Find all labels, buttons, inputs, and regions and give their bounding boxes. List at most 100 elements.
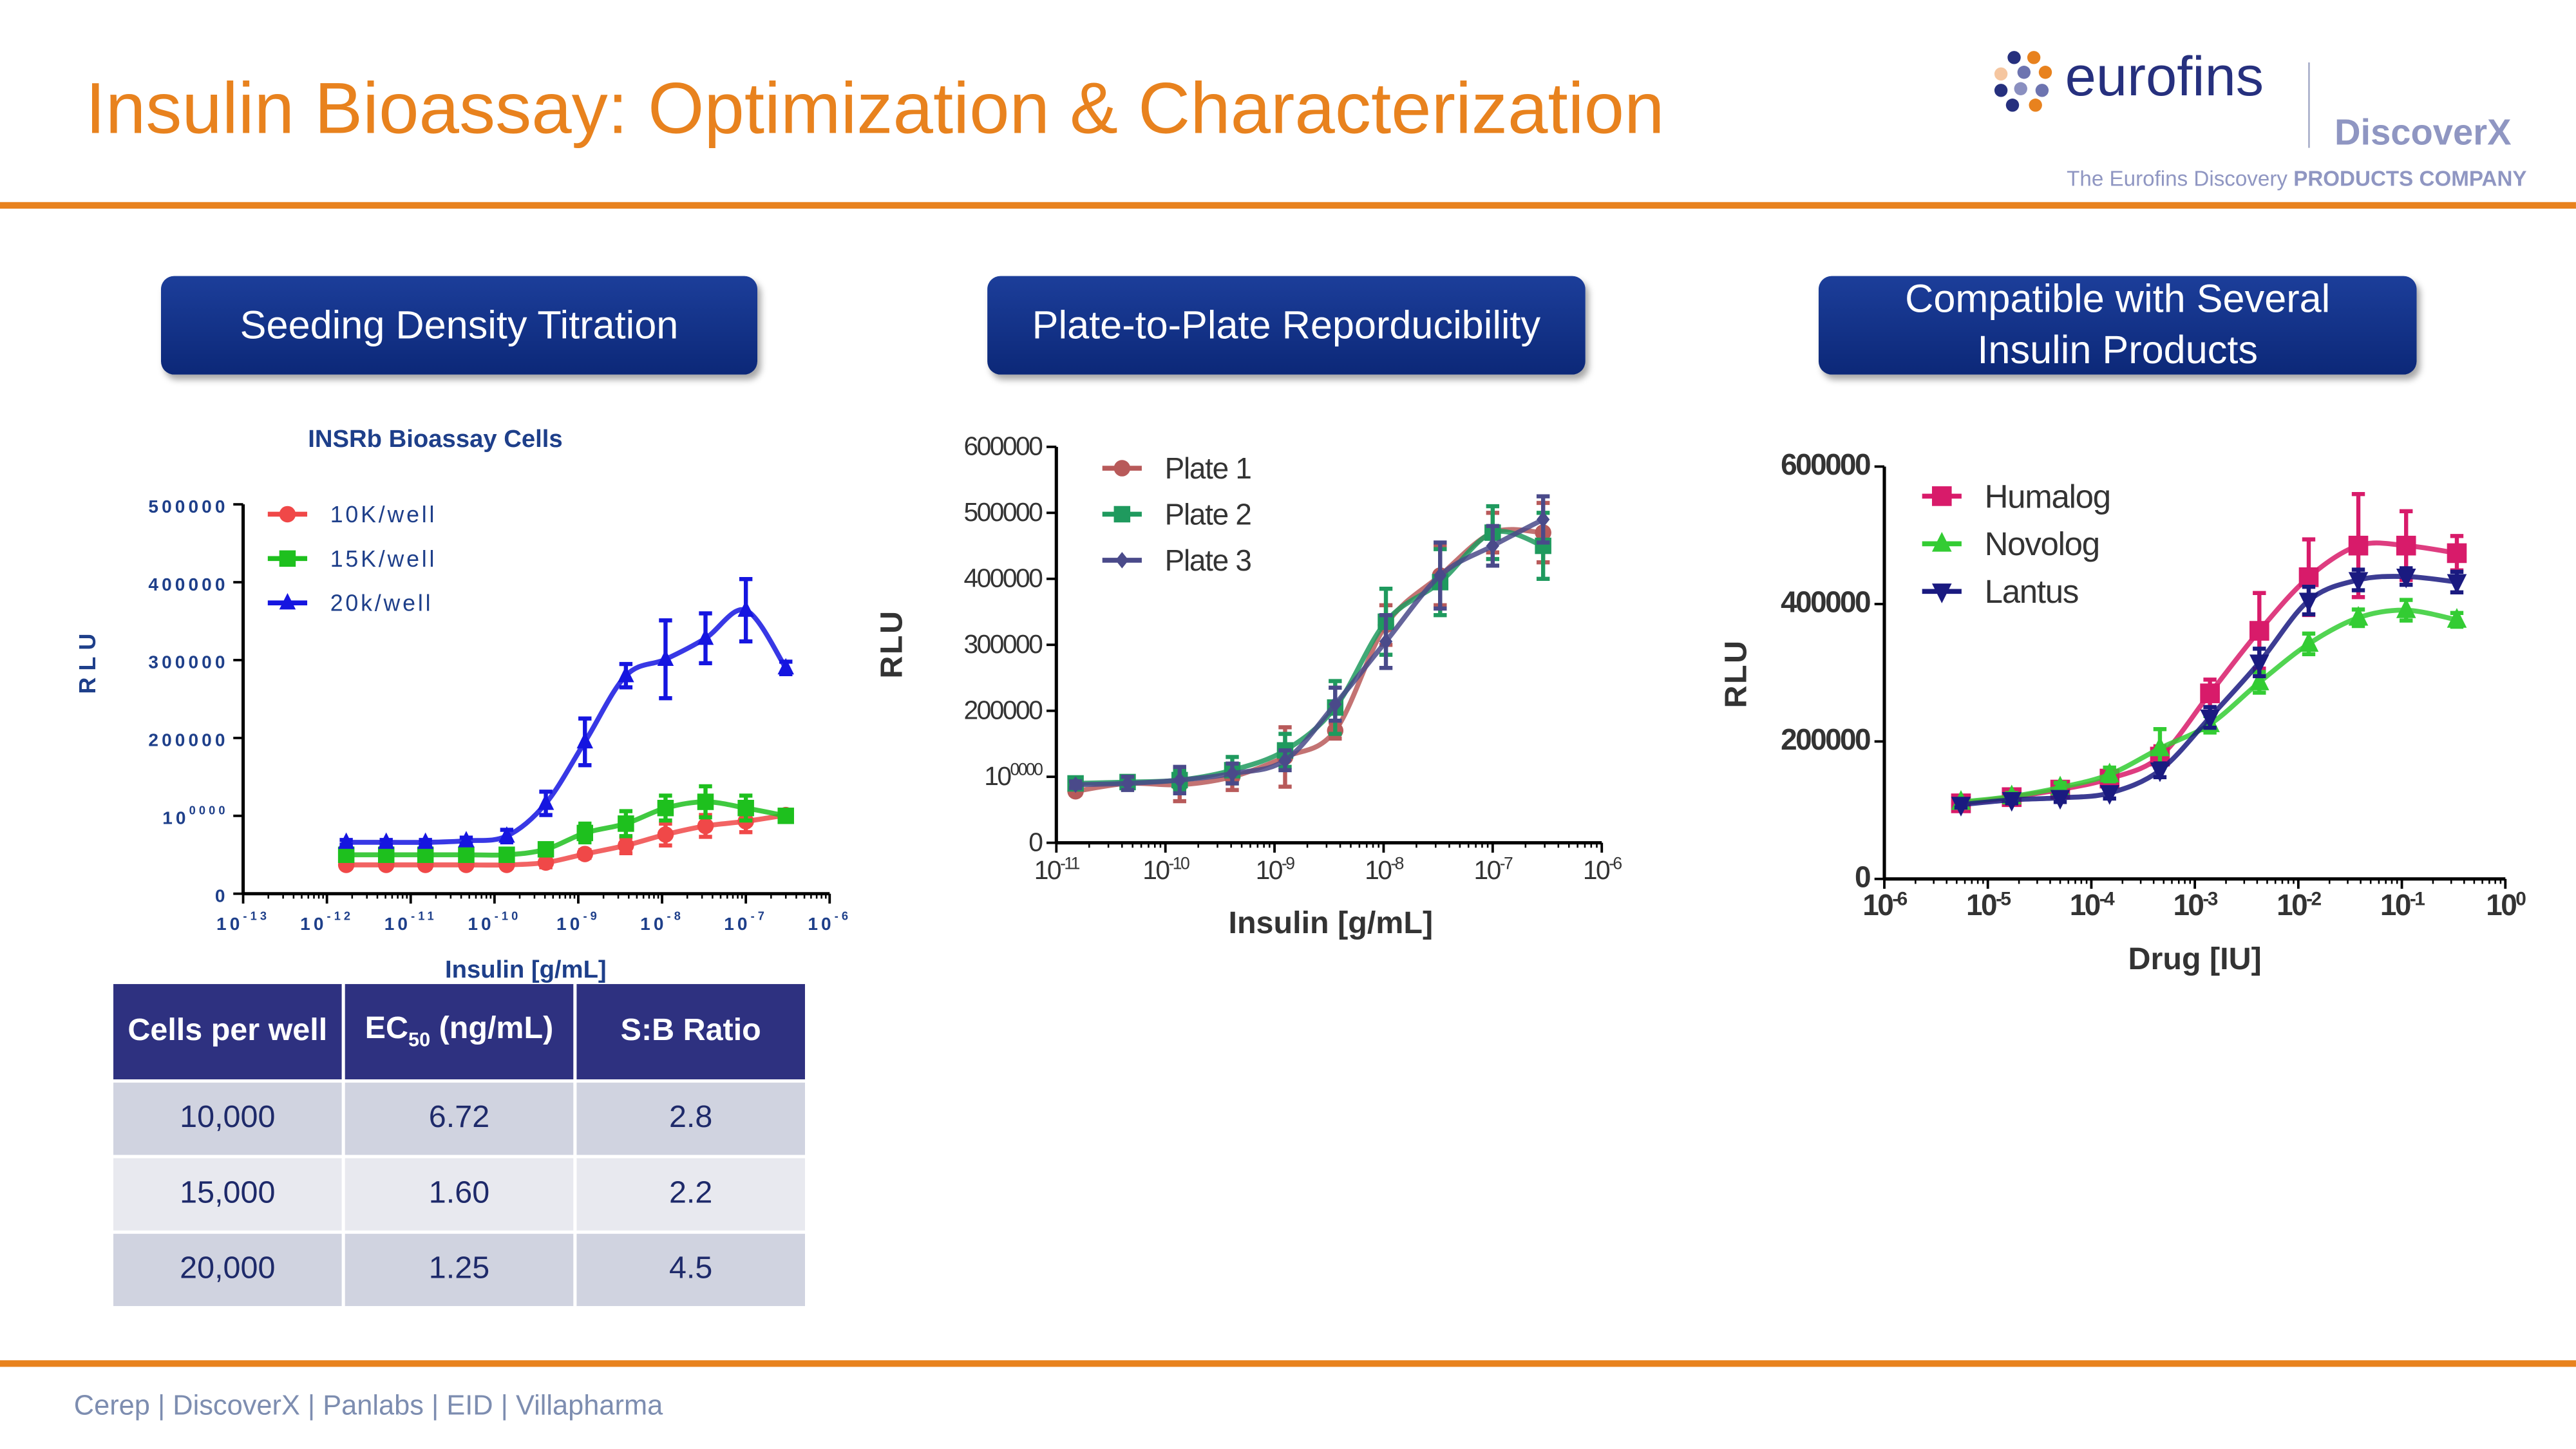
data-point [279, 550, 296, 567]
y-tick-label: 200000 [1781, 723, 1870, 756]
x-tick-label: 10-12 [300, 909, 354, 934]
legend-label: 10K/well [330, 502, 437, 527]
ec50-text: EC [365, 1012, 409, 1047]
data-point [1068, 776, 1083, 793]
table-row: 15,000 1.60 2.2 [113, 1158, 805, 1231]
data-point [2099, 762, 2120, 782]
data-point [1379, 633, 1393, 650]
legend-label: Lantus [1985, 573, 2079, 610]
x-tick-label: 10-3 [2173, 888, 2217, 922]
x-tick-label: 10-7 [1473, 853, 1513, 884]
data-point [337, 846, 355, 864]
discoverx-wordmark: DiscoverX [2334, 111, 2512, 153]
footer-text: Cerep | DiscoverX | Panlabs | EID | Vill… [73, 1390, 663, 1421]
y-axis-label: RLU [1719, 639, 1754, 708]
y-tick-label: 200000 [148, 730, 228, 750]
x-tick-label: 10-9 [1256, 853, 1295, 884]
y-tick-label: 100000 [984, 760, 1043, 791]
header-ec50: EC50 (ng/mL) [345, 984, 574, 1080]
cell-ec50: 1.60 [345, 1158, 574, 1231]
y-tick-label: 500000 [148, 497, 228, 516]
x-tick-label: 10-8 [1365, 853, 1404, 884]
data-point [1226, 765, 1239, 782]
data-point [2447, 608, 2467, 628]
logo-tagline: The Eurofins Discovery PRODUCTS COMPANY [2067, 166, 2526, 191]
data-point [576, 846, 594, 862]
eurofins-logo: eurofins DiscoverX The Eurofins Discover… [1991, 46, 2527, 197]
data-point [737, 600, 754, 617]
data-point [1486, 537, 1500, 554]
header-cells-per-well: Cells per well [113, 984, 342, 1080]
data-point [777, 808, 794, 824]
ec50-subscript: 50 [408, 1028, 431, 1052]
data-point [697, 628, 714, 645]
data-point [2298, 632, 2319, 652]
data-point [697, 817, 714, 835]
data-point [2447, 543, 2467, 564]
data-point [377, 832, 395, 849]
data-point [2396, 568, 2416, 589]
x-tick-label: 10-5 [1966, 888, 2011, 922]
section-insulin-products: Compatible with Several Insulin Products [1818, 276, 2417, 375]
data-point [697, 793, 714, 810]
y-axis-label: RLU [75, 627, 100, 694]
y-tick-label: 600000 [1781, 448, 1870, 481]
section-seeding-density: Seeding Density Titration [160, 276, 758, 375]
data-point [537, 841, 554, 858]
data-point [2447, 574, 2467, 594]
y-axis-label: RLU [874, 609, 909, 678]
eurofins-dots-icon [1994, 51, 2052, 112]
data-point [1951, 797, 1971, 817]
data-point [618, 815, 634, 832]
section-label: Seeding Density Titration [240, 303, 679, 348]
legend-label: Plate 1 [1165, 451, 1251, 485]
data-point [2200, 709, 2220, 730]
data-point [1434, 567, 1447, 584]
tagline-bold: PRODUCTS COMPANY [2293, 166, 2527, 191]
cell-cells: 20,000 [113, 1233, 342, 1307]
data-point [737, 799, 754, 817]
data-point [2298, 567, 2319, 587]
data-point [1931, 583, 1952, 603]
x-axis-label: Drug [IU] [2128, 942, 2262, 976]
data-point [279, 506, 296, 523]
data-point [417, 846, 434, 864]
data-point [777, 658, 794, 675]
section-label: Plate-to-Plate Reporducibility [1032, 303, 1541, 348]
header-rule [0, 202, 2576, 209]
data-point [2200, 683, 2220, 703]
x-tick-label: 10-6 [808, 909, 851, 934]
data-point [1931, 486, 1952, 506]
x-tick-label: 10-7 [724, 909, 768, 934]
legend-label: Novolog [1985, 526, 2099, 562]
fit-curve [1075, 517, 1544, 788]
x-tick-label: 10-6 [1583, 853, 1622, 884]
data-point [657, 799, 674, 817]
data-point [2249, 654, 2269, 674]
eurofins-wordmark: eurofins [2065, 46, 2264, 109]
x-tick-label: 10-13 [216, 909, 270, 934]
data-point [1113, 460, 1131, 477]
table-row: 10,000 6.72 2.8 [113, 1083, 805, 1155]
data-point [2249, 670, 2269, 690]
legend-label: Humalog [1985, 478, 2110, 515]
data-point [657, 649, 674, 666]
x-tick-label: 10-10 [468, 909, 521, 934]
data-point [618, 837, 634, 854]
data-point [377, 846, 395, 864]
x-tick-label: 10-2 [2277, 888, 2321, 922]
x-tick-label: 100 [2486, 888, 2526, 922]
section-label: Compatible with Several Insulin Products [1905, 278, 2331, 374]
data-point [2002, 791, 2022, 812]
data-point [1931, 532, 1952, 552]
data-point [1278, 752, 1292, 769]
data-point [2348, 605, 2369, 626]
legend-label: Plate 2 [1165, 498, 1251, 531]
y-tick-label: 500000 [963, 497, 1043, 527]
data-point [537, 854, 554, 871]
cell-sb: 4.5 [576, 1233, 805, 1307]
y-tick-label: 100000 [162, 803, 228, 828]
y-tick-label: 600000 [963, 431, 1043, 461]
